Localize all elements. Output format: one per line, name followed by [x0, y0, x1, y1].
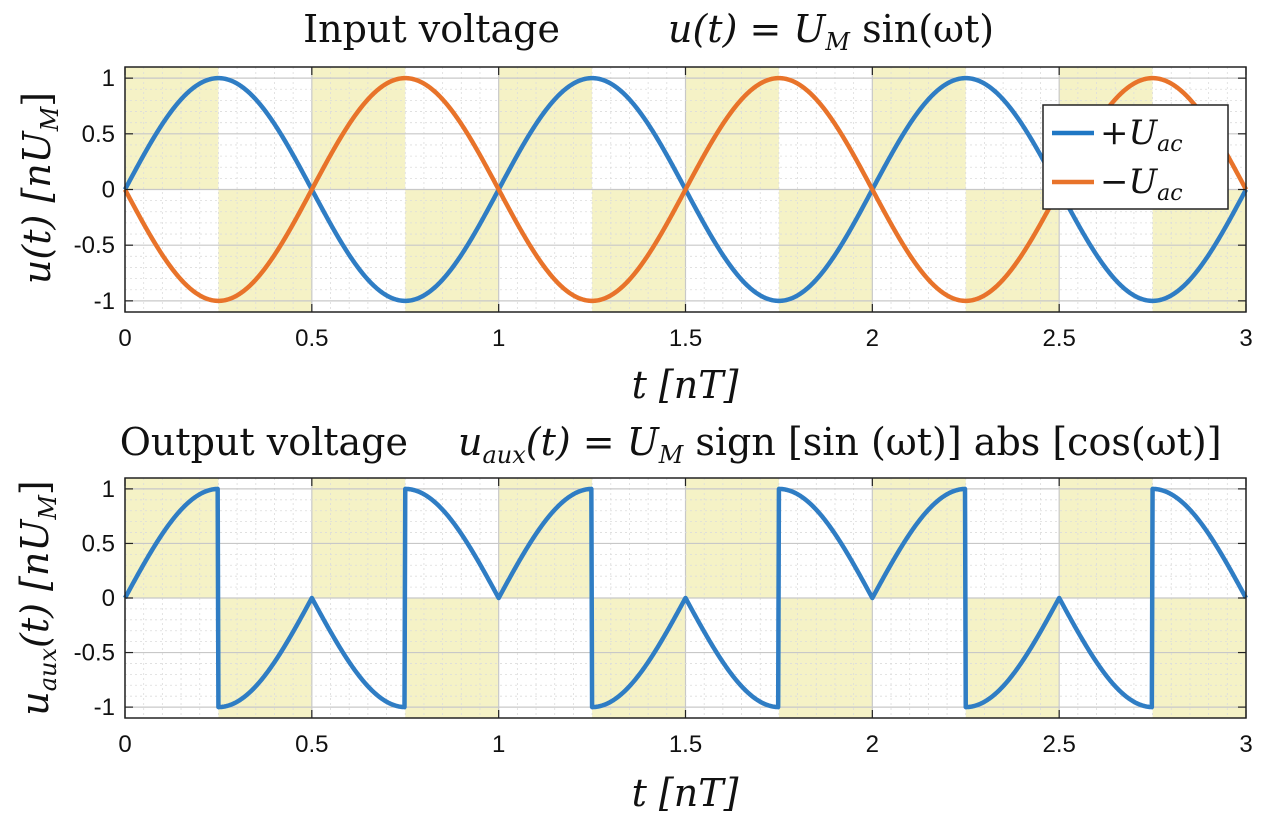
ytick-label: 1: [102, 476, 115, 503]
panel1-ytick-labels: 1 0.5 0 -0.5 -1: [74, 65, 115, 315]
shade-block: [498, 67, 593, 190]
panel2-axes: [124, 477, 1247, 719]
shade-block: [311, 67, 406, 190]
shade-block: [685, 67, 779, 190]
shade-block: [778, 598, 873, 718]
ytick-label: 1: [102, 65, 115, 92]
panel1-title: Input voltage: [303, 7, 560, 51]
shade-block: [965, 189, 1060, 312]
xtick-label: 2: [866, 325, 879, 352]
panel2-xlabel: t [nT]: [632, 771, 739, 815]
output-voltage-panel: Output voltage uaux(t) = UM sign [sin (ω…: [13, 420, 1253, 815]
ytick-label: 0: [102, 177, 115, 204]
ytick-label: 0: [102, 585, 115, 612]
xtick-label: 0: [118, 325, 131, 352]
shade-block: [405, 598, 499, 718]
shade-block: [872, 478, 966, 598]
input-voltage-panel: Input voltage u(t) = UM sin(ωt) 0 0.5 1 1.5…: [15, 7, 1253, 407]
shade-block: [218, 598, 312, 718]
series-line-uaux: [123, 486, 1248, 710]
legend-box: [1042, 104, 1229, 210]
panel1-axes: [124, 66, 1247, 313]
panel1-xlabel: t [nT]: [632, 363, 739, 407]
panel1-xtick-labels: 0 0.5 1 1.5 2 2.5 3: [118, 325, 1252, 352]
panel1-title-formula: u(t) = UM sin(ωt): [668, 7, 994, 56]
panel2-title-formula: uaux(t) = UM sign [sin (ωt)] abs [cos(ωt…: [458, 420, 1222, 469]
panel2-ytick-labels: 1 0.5 0 -0.5 -1: [74, 476, 115, 721]
panel2-series: [123, 486, 1248, 710]
legend-label-minus: −Uac: [1100, 162, 1183, 206]
panel2-xtick-labels: 0 0.5 1 1.5 2 2.5 3: [118, 731, 1252, 758]
xtick-label: 0.5: [295, 325, 328, 352]
shade-block: [405, 189, 499, 312]
shade-block: [218, 189, 312, 312]
panel1-shading: [125, 67, 1246, 312]
ytick-label: -0.5: [74, 640, 115, 667]
shade-block: [125, 478, 219, 598]
ytick-label: 0.5: [82, 530, 115, 557]
xtick-label: 2: [866, 731, 879, 758]
panel2-ylabel: uaux(t) [nUM]: [13, 480, 62, 716]
xtick-label: 2.5: [1042, 731, 1075, 758]
xtick-label: 2.5: [1042, 325, 1075, 352]
shade-block: [685, 478, 779, 598]
panel2-title: Output voltage: [120, 420, 408, 464]
xtick-label: 0: [118, 731, 131, 758]
shade-block: [778, 189, 873, 312]
shade-block: [125, 67, 219, 190]
xtick-label: 0.5: [295, 731, 328, 758]
shade-block: [592, 189, 686, 312]
panel2-shading: [125, 478, 1246, 718]
legend: +Uac −Uac: [1042, 104, 1229, 210]
ytick-label: -1: [94, 288, 115, 315]
shade-block: [872, 67, 966, 190]
ytick-label: -1: [94, 694, 115, 721]
legend-label-plus: +Uac: [1100, 113, 1183, 157]
xtick-label: 1: [492, 731, 505, 758]
ytick-label: 0.5: [82, 121, 115, 148]
xtick-label: 1: [492, 325, 505, 352]
panel2-grid: [124, 477, 1247, 719]
panel1-ylabel: u(t) [nUM]: [15, 92, 64, 284]
xtick-label: 3: [1239, 325, 1252, 352]
xtick-label: 1.5: [669, 731, 702, 758]
xtick-label: 1.5: [669, 325, 702, 352]
shade-block: [965, 598, 1060, 718]
shade-block: [311, 478, 406, 598]
shade-block: [592, 598, 686, 718]
shade-block: [1152, 598, 1246, 718]
ytick-label: -0.5: [74, 232, 115, 259]
shade-block: [1152, 189, 1246, 312]
shade-block: [1059, 478, 1153, 598]
xtick-label: 3: [1239, 731, 1252, 758]
shade-block: [498, 478, 593, 598]
